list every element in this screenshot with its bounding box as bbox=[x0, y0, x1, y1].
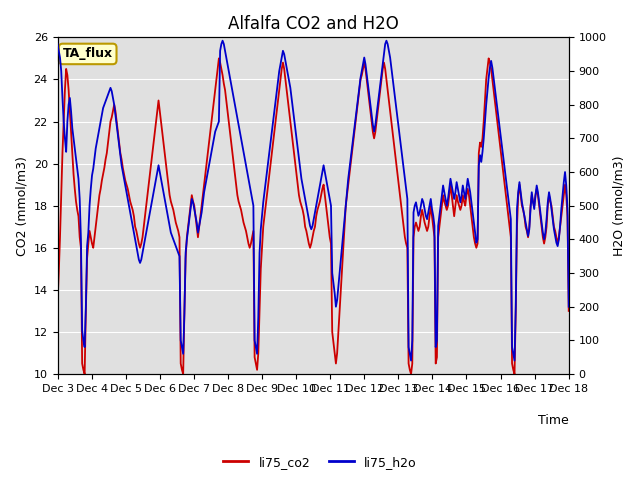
Title: Alfalfa CO2 and H2O: Alfalfa CO2 and H2O bbox=[228, 15, 399, 33]
Y-axis label: CO2 (mmol/m3): CO2 (mmol/m3) bbox=[15, 156, 28, 256]
Text: TA_flux: TA_flux bbox=[63, 48, 113, 60]
X-axis label: Time: Time bbox=[538, 414, 569, 428]
Y-axis label: H2O (mmol/m3): H2O (mmol/m3) bbox=[612, 156, 625, 256]
Legend: li75_co2, li75_h2o: li75_co2, li75_h2o bbox=[218, 451, 422, 474]
